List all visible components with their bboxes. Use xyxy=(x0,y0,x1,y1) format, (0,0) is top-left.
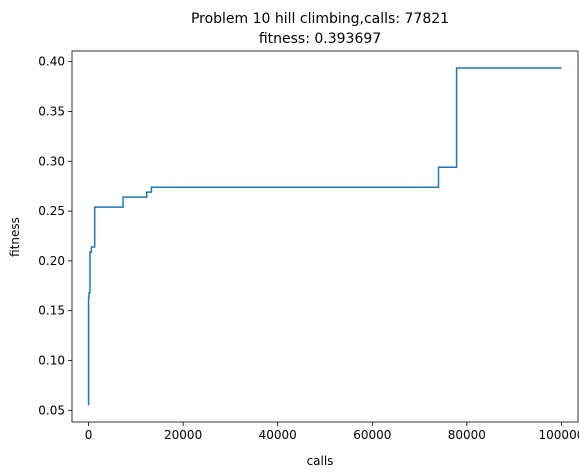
x-tick-label: 0 xyxy=(85,428,93,442)
y-tick-label: 0.30 xyxy=(38,154,65,168)
x-tick-label: 80000 xyxy=(448,428,486,442)
y-tick-label: 0.15 xyxy=(38,304,65,318)
x-tick-label: 40000 xyxy=(259,428,297,442)
y-tick-label: 0.35 xyxy=(38,104,65,118)
y-axis-label: fitness xyxy=(8,217,22,257)
x-tick-label: 60000 xyxy=(353,428,391,442)
y-tick-label: 0.10 xyxy=(38,354,65,368)
x-tick-label: 20000 xyxy=(164,428,202,442)
plot-frame xyxy=(71,50,579,423)
y-tick-label: 0.25 xyxy=(38,204,65,218)
y-tick-label: 0.20 xyxy=(38,254,65,268)
y-tick-label: 0.05 xyxy=(38,403,65,417)
y-tick-label: 0.40 xyxy=(38,55,65,69)
chart-title-line-1: Problem 10 hill climbing,calls: 77821 xyxy=(191,11,449,27)
fitness-series-line xyxy=(87,67,562,406)
x-axis-label: calls xyxy=(307,454,334,468)
chart-title-line-2: fitness: 0.393697 xyxy=(259,31,381,47)
